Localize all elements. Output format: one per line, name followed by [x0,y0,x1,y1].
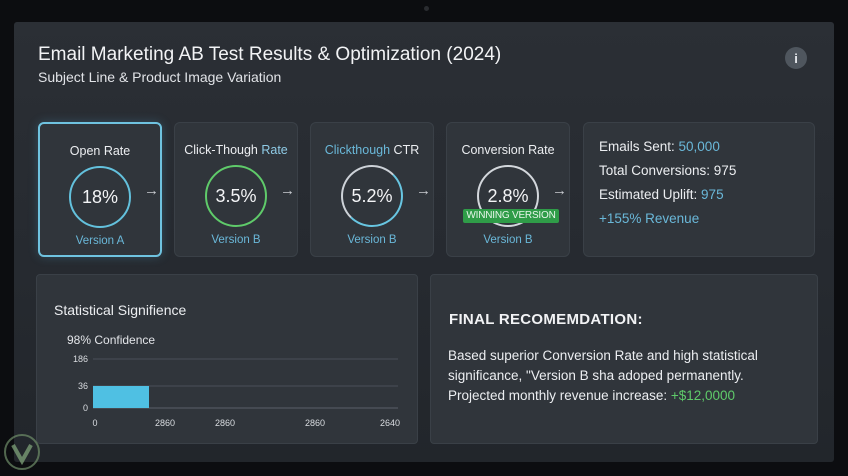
metric-ring: 18% [69,166,131,228]
chart-y-tick: 0 [83,403,88,413]
metric-version: Version B [483,234,533,246]
estimated-uplift: Estimated Uplift: 975 [599,187,724,202]
metric-card-open-rate[interactable]: Open Rate 18% Version A [38,122,162,257]
metric-label-main: Click-Though [184,143,262,157]
projected-revenue-value: +$12,0000 [670,388,736,403]
metric-card-click-through-ctr[interactable]: Clickthough CTR 5.2% Version B [310,122,434,257]
significance-panel: Statistical Signifience 98% Confidence 1… [36,274,418,444]
chart-x-tick: 0 [92,418,97,428]
metric-ring: 2.8% [477,165,539,227]
dashboard-screen: Email Marketing AB Test Results & Optimi… [14,22,834,462]
metric-value: 2.8% [487,185,529,206]
metric-version: Version B [347,234,397,246]
recommendation-line-2: significance, "Version B sha adoped perm… [448,368,744,383]
metric-card-conversion-rate[interactable]: Conversion Rate 2.8% WINNING VERSION Ver… [446,122,570,257]
arrow-right-icon: → [416,182,431,199]
metric-label-accent: Rate [261,143,288,157]
chart-y-tick: 186 [73,354,88,364]
metric-ring: 3.5% [205,165,267,227]
arrow-right-icon: → [144,182,159,199]
metric-value: 3.5% [215,185,257,206]
metric-label-main: CTR [390,143,420,157]
metric-label: Clickthough CTR [311,143,433,157]
metric-ring: 5.2% [341,165,403,227]
metric-value: 5.2% [351,185,393,206]
summary-card: Emails Sent: 50,000 Total Conversions: 9… [583,122,815,257]
emails-sent-label: Emails Sent: [599,139,679,154]
significance-chart: 186 36 0 0 2860 2860 2860 2640 [73,354,400,428]
winning-version-badge: WINNING VERSION [463,209,559,223]
page-title: Email Marketing AB Test Results & Optimi… [38,44,502,65]
arrow-right-icon: → [280,182,295,199]
recommendation-line-3: Projected monthly revenue increase: +$12… [448,388,735,403]
significance-title: Statistical Signifience [54,302,187,318]
projected-revenue-label: Projected monthly revenue increase: [448,388,671,403]
estimated-uplift-value: 975 [701,187,724,202]
info-icon[interactable]: i [785,47,807,69]
total-conversions: Total Conversions: 975 [599,163,737,178]
metric-version: Version A [75,235,125,247]
metric-label: Open Rate [69,144,131,158]
metric-version: Version B [211,234,261,246]
metric-label: Click-Though Rate [175,143,297,157]
chart-x-tick: 2860 [305,418,325,428]
recommendation-line-1: Based superior Conversion Rate and high … [448,348,758,363]
chart-y-tick: 36 [78,381,88,391]
metric-card-click-through-rate[interactable]: Click-Though Rate 3.5% Version B [174,122,298,257]
logo-watermark-icon [4,434,40,470]
chart-x-tick: 2860 [155,418,175,428]
emails-sent-value: 50,000 [678,139,720,154]
chart-x-tick: 2860 [215,418,235,428]
recommendation-title: FINAL RECOMEMDATION: [449,311,643,328]
metric-label: Conversion Rate [461,143,555,157]
page-subtitle: Subject Line & Product Image Variation [38,69,282,85]
chart-bar [93,386,149,408]
camera-dot [424,6,429,11]
metric-label-accent: Clickthough [324,143,391,157]
chart-x-tick: 2640 [380,418,400,428]
arrow-right-icon: → [552,182,567,199]
revenue-increase: +155% Revenue [599,211,700,226]
confidence-label: 98% Confidence [67,333,156,347]
emails-sent: Emails Sent: 50,000 [599,139,720,154]
recommendation-panel: FINAL RECOMEMDATION: Based superior Conv… [430,274,818,444]
metric-value: 18% [81,186,119,207]
estimated-uplift-label: Estimated Uplift: [599,187,702,202]
